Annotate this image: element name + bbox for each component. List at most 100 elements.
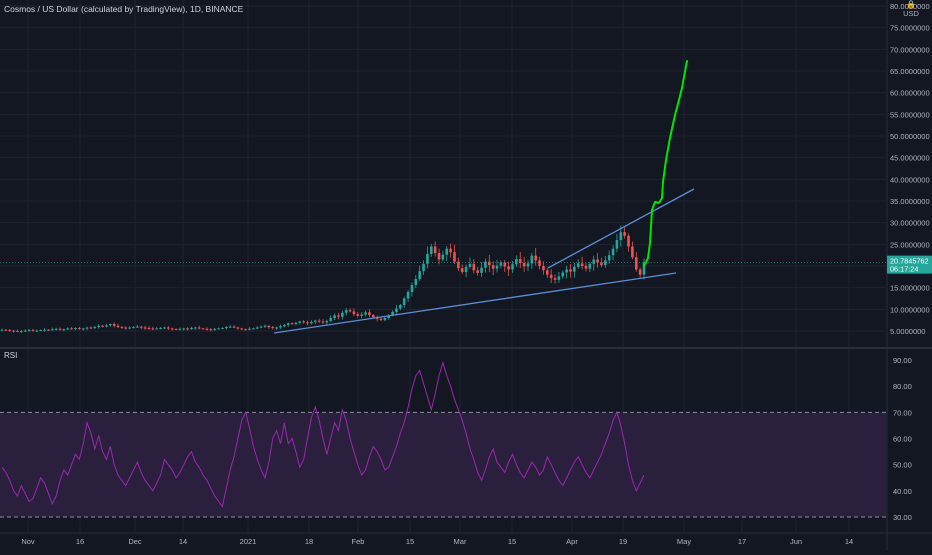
candle-body (387, 315, 391, 318)
price-tick-label: 55.0000000 (890, 110, 930, 119)
candle-body (371, 314, 375, 318)
time-tick-label: Nov (21, 537, 35, 546)
candle-body (600, 262, 603, 266)
candle-body (39, 330, 42, 332)
candle-body (348, 310, 352, 312)
candle-body (255, 327, 259, 329)
symbol-title: Cosmos / US Dollar (calculated by Tradin… (4, 4, 244, 14)
candle-body (542, 266, 545, 271)
candle-body (167, 327, 170, 329)
candle-body (329, 318, 333, 322)
candle-body (317, 320, 321, 322)
trendlines (273, 188, 695, 334)
candle-body (414, 279, 418, 286)
candle-body (8, 330, 12, 332)
candle-body (445, 248, 449, 255)
rsi-tick-label: 30.00 (893, 513, 912, 522)
candle-body (341, 312, 344, 317)
candle-body (437, 253, 441, 260)
candle-body (85, 327, 89, 329)
candle-body (426, 253, 429, 264)
rsi-tick-label: 90.00 (893, 356, 912, 365)
time-tick-label: 19 (619, 537, 627, 546)
rsi-tick-label: 50.00 (893, 461, 912, 470)
candle-body (62, 329, 66, 331)
currency-box[interactable]: 🔒 USD (896, 0, 926, 18)
candle-body (244, 329, 247, 331)
candle-body (406, 292, 410, 299)
candle-body (159, 327, 162, 329)
candle-body (194, 327, 197, 329)
candle-body (441, 254, 445, 260)
candle-body (615, 240, 619, 249)
candle-body (457, 261, 460, 269)
candle-body (4, 329, 8, 331)
candle-body (128, 327, 131, 329)
candle-body (201, 328, 205, 330)
time-tick-label: Dec (128, 537, 142, 546)
price-tick-label: 25.0000000 (890, 240, 930, 249)
candle-body (35, 330, 39, 332)
candle-body (356, 314, 360, 316)
candle-body (604, 260, 607, 266)
candle-body (132, 327, 135, 329)
candle-body (170, 328, 174, 330)
candle-body (627, 235, 630, 247)
candle-body (78, 327, 81, 329)
candle-body (124, 327, 128, 329)
time-tick-label: 2021 (240, 537, 257, 546)
candle-body (337, 315, 340, 317)
candle-body (66, 328, 70, 330)
candle-body (31, 330, 35, 332)
candle-body (186, 328, 189, 330)
candle-body (507, 266, 510, 270)
candle-body (631, 246, 634, 258)
candle-body (54, 328, 58, 330)
price-tick-label: 30.0000000 (890, 219, 930, 228)
candle-body (248, 328, 251, 330)
candle-body (112, 324, 116, 326)
candle-body (139, 326, 143, 328)
candle-body (108, 324, 112, 326)
candle-body (12, 330, 15, 332)
candle-body (472, 263, 476, 271)
candle-body (275, 327, 278, 329)
candle-body (74, 327, 77, 329)
candle-body (259, 326, 263, 328)
price-tag-countdown: 06:17:24 (890, 265, 918, 274)
candle-body (197, 327, 201, 329)
price-tick-label: 45.0000000 (890, 154, 930, 163)
candle-body (325, 321, 329, 323)
rsi-band (0, 262, 886, 518)
time-tick-label: 14 (845, 537, 853, 546)
candle-body (418, 271, 421, 279)
candle-body (313, 320, 317, 322)
trendline-2 (547, 188, 695, 269)
candle-body (155, 328, 158, 330)
candle-body (453, 252, 456, 262)
candle-body (592, 259, 596, 264)
candle-body (240, 328, 244, 330)
candle-body (557, 276, 561, 280)
trendline-1 (273, 272, 677, 334)
candle-body (97, 325, 100, 328)
time-tick-label: Apr (566, 537, 578, 546)
candle-body (105, 325, 108, 327)
rsi-tick-label: 40.00 (893, 487, 912, 496)
candle-body (607, 255, 611, 261)
price-tick-label: 60.0000000 (890, 89, 930, 98)
lock-icon[interactable]: 🔒 (906, 0, 916, 9)
time-tick-label: 16 (76, 537, 84, 546)
price-tick-label: 10.0000000 (890, 305, 930, 314)
candle-body (298, 321, 302, 323)
time-tick-label: 14 (179, 537, 187, 546)
candle-body (588, 263, 592, 269)
candle-body (499, 262, 503, 266)
time-tick-label: 15 (508, 537, 516, 546)
candle-body (515, 259, 518, 265)
candle-body (522, 262, 526, 267)
time-tick-label: 17 (738, 537, 746, 546)
candle-body (538, 260, 541, 266)
